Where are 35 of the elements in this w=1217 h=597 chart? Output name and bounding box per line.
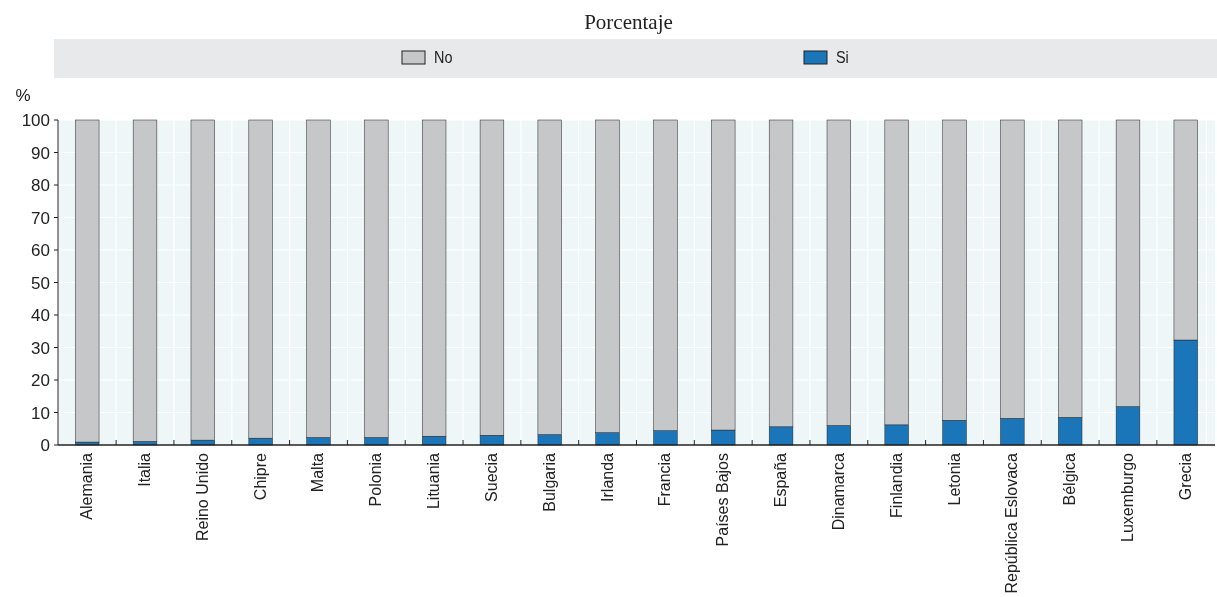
y-tick-label: 10 <box>31 403 50 423</box>
x-tick-label: Alemania <box>78 452 96 520</box>
x-tick-label: Bulgaria <box>540 452 558 512</box>
y-tick-label: 90 <box>31 143 50 163</box>
x-tick-label: Grecia <box>1176 452 1194 501</box>
x-tick-label: Malta <box>309 452 327 493</box>
y-tick-label: 0 <box>40 436 50 455</box>
x-tick-label: Dinamarca <box>829 452 847 531</box>
x-tick-label: España <box>772 452 790 508</box>
y-tick-label: 60 <box>31 241 50 260</box>
chart-title: Porcentaje <box>584 10 673 34</box>
x-tick-label: Letonia <box>945 452 963 506</box>
x-tick-label: Chipre <box>251 452 269 501</box>
x-tick-label: Bélgica <box>1061 452 1079 506</box>
y-tick-label: 70 <box>31 208 50 228</box>
y-tick-label: 30 <box>31 338 50 358</box>
x-tick-label: Italia <box>136 452 154 487</box>
y-tick-label: 80 <box>31 176 50 195</box>
legend-label: No <box>434 47 453 67</box>
x-tick-label: Suecia <box>482 452 500 502</box>
y-axis-title: % <box>15 86 31 105</box>
y-tick-label: 40 <box>31 306 50 325</box>
x-tick-label: Finlandia <box>887 452 905 518</box>
y-tick-label: 100 <box>21 111 50 130</box>
x-tick-label: Reino Unido <box>193 452 211 542</box>
x-tick-label: Irlanda <box>598 452 616 502</box>
legend-label: Si <box>836 47 849 67</box>
x-tick-label: Polonia <box>367 452 385 507</box>
y-tick-label: 50 <box>31 273 50 293</box>
x-tick-label: Francia <box>656 452 674 507</box>
x-tick-label: Lituania <box>425 452 443 510</box>
x-tick-label: Países Bajos <box>714 453 732 547</box>
x-tick-label: República Eslovaca <box>1003 452 1021 594</box>
y-tick-label: 20 <box>31 371 50 390</box>
x-tick-label: Luxemburgo <box>1118 452 1136 542</box>
